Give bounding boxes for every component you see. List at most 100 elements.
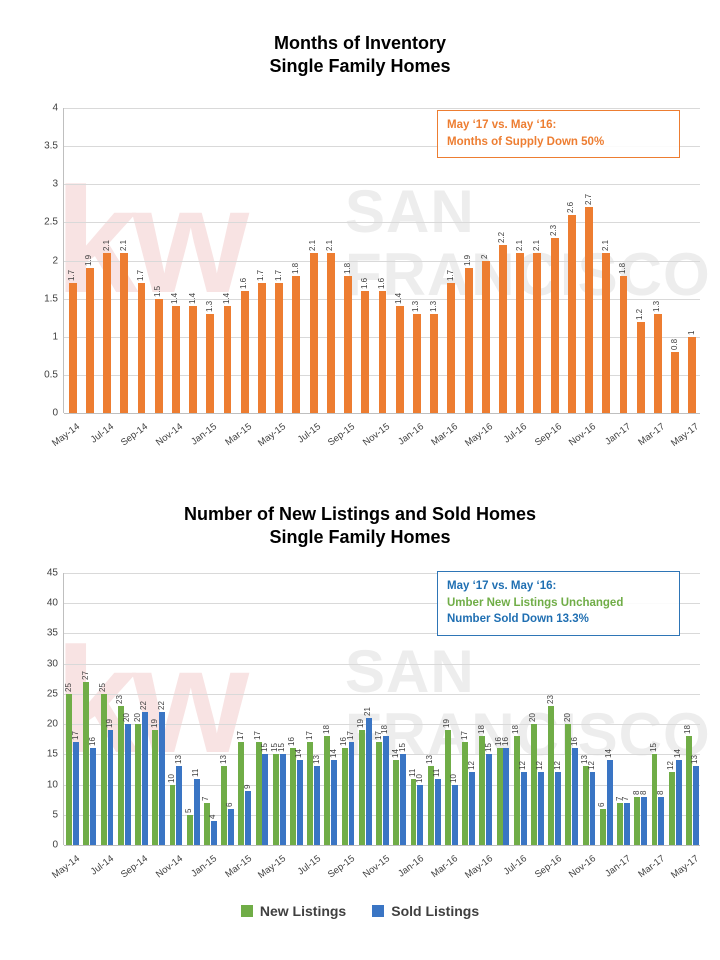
bar [533, 252, 542, 413]
bar [171, 306, 180, 413]
bar-value-label: 20 [528, 713, 538, 723]
legend-item[interactable]: New Listings [240, 903, 346, 919]
bar [85, 268, 94, 413]
bar-value-label: 2 [480, 254, 490, 259]
bar [324, 736, 331, 845]
bar-group: 1.6 [357, 108, 374, 413]
bar-value-label: 10 [166, 773, 176, 783]
bar-value-label: 17 [304, 731, 314, 741]
bar-value-label: 11 [191, 768, 201, 777]
bar-value-label: 14 [294, 749, 304, 759]
bar [124, 724, 131, 845]
y-axis-tick-label: 3 [52, 178, 58, 190]
bar [206, 313, 215, 413]
bar [193, 778, 200, 845]
bar-group: 1.4 [219, 108, 236, 413]
bar-value-label: 1.4 [394, 293, 404, 305]
bar-value-label: 13 [690, 755, 700, 765]
bar [117, 705, 124, 845]
bar [400, 754, 407, 845]
bar-group: 2.2 [494, 108, 511, 413]
bar-value-label: 16 [287, 737, 297, 747]
bar-value-label: 16 [87, 737, 97, 747]
bar-value-label: 4 [208, 814, 218, 819]
bar [685, 736, 692, 845]
bar [623, 802, 630, 845]
bar-group: 14 15 [391, 573, 408, 845]
bar [262, 754, 269, 845]
chart2-callout: May ‘17 vs. May ‘16: Umber New Listings … [437, 571, 680, 637]
bar-value-label: 1.8 [618, 262, 627, 274]
chart2-callout-line1: May ‘17 vs. May ‘16: [447, 580, 557, 592]
bar-group: 25 19 [98, 573, 115, 845]
bar [382, 736, 389, 845]
bar-value-label: 1.4 [170, 293, 180, 305]
bar-value-label: 18 [321, 725, 331, 735]
x-axis-tick-label: Mar-16 [429, 853, 461, 881]
bar [668, 772, 675, 845]
bar-value-label: 19 [442, 719, 452, 729]
bar [221, 766, 228, 845]
bar-value-label: 2.1 [118, 239, 128, 251]
bar [358, 730, 365, 845]
gridline [64, 413, 700, 414]
bar [73, 742, 79, 845]
bar-value-label: 12 [535, 761, 545, 771]
bar [503, 748, 510, 845]
x-axis-tick-label: Mar-17 [636, 853, 667, 881]
bar-value-label: 0.8 [669, 338, 679, 350]
x-axis-tick-label: Sep-14 [119, 421, 151, 449]
bar [582, 766, 589, 845]
bar [361, 291, 370, 413]
gridline [64, 603, 700, 605]
bar [275, 283, 284, 413]
bar [103, 252, 111, 413]
bar [378, 291, 387, 413]
legend-item[interactable]: Sold Listings [372, 903, 479, 919]
bar-group: 2.3 [546, 108, 563, 413]
bar-group: 19 21 [356, 573, 374, 845]
bar-value-label: 15 [397, 743, 407, 753]
bar-value-label: 17 [346, 731, 355, 741]
bar [548, 705, 555, 845]
bar-group: 19 10 [442, 573, 460, 845]
bar [555, 772, 562, 845]
bar [279, 754, 286, 845]
bar-group: 20 16 [563, 573, 580, 845]
y-axis-tick-label: 15 [46, 748, 58, 760]
bar [531, 724, 537, 845]
bar-value-label: 16 [500, 737, 510, 747]
chart1-callout-line2: Months of Supply Down 50% [447, 135, 605, 148]
bar-group: 1.2 [632, 108, 649, 413]
bar-group: 25 17 [64, 573, 81, 845]
bar [348, 742, 355, 845]
bar [169, 784, 176, 845]
bar-value-label: 25 [63, 682, 73, 692]
bar [314, 766, 321, 845]
bar-group: 17 18 [374, 573, 391, 845]
chart1-callout-line1: May ‘17 vs. May ‘16: [447, 119, 557, 131]
bar-value-label: 12 [552, 761, 562, 771]
bar-group: 23 12 [546, 573, 563, 845]
bar [537, 772, 544, 845]
x-axis-tick-label: Jan-17 [602, 853, 633, 880]
bar [141, 712, 148, 845]
x-axis-tick-label: May-15 [256, 853, 289, 882]
x-axis-tick-label: Jul-15 [295, 853, 323, 878]
x-axis-tick-label: May-16 [462, 853, 495, 882]
y-axis-tick-label: 35 [46, 627, 58, 639]
bar-value-label: 1.3 [204, 300, 214, 312]
bar-value-label: 25 [98, 682, 108, 692]
bar-value-label: 15 [259, 743, 269, 753]
x-axis-tick-label: May-17 [669, 853, 702, 882]
gridline [64, 663, 700, 665]
bar-group: 2.1 [116, 108, 133, 413]
x-axis-tick-label: Sep-16 [532, 421, 564, 449]
bar-value-label: 1.7 [67, 270, 77, 282]
bar-group: 2.7 [580, 108, 597, 413]
bar [671, 352, 680, 413]
bar [617, 802, 624, 845]
bar [434, 778, 441, 845]
